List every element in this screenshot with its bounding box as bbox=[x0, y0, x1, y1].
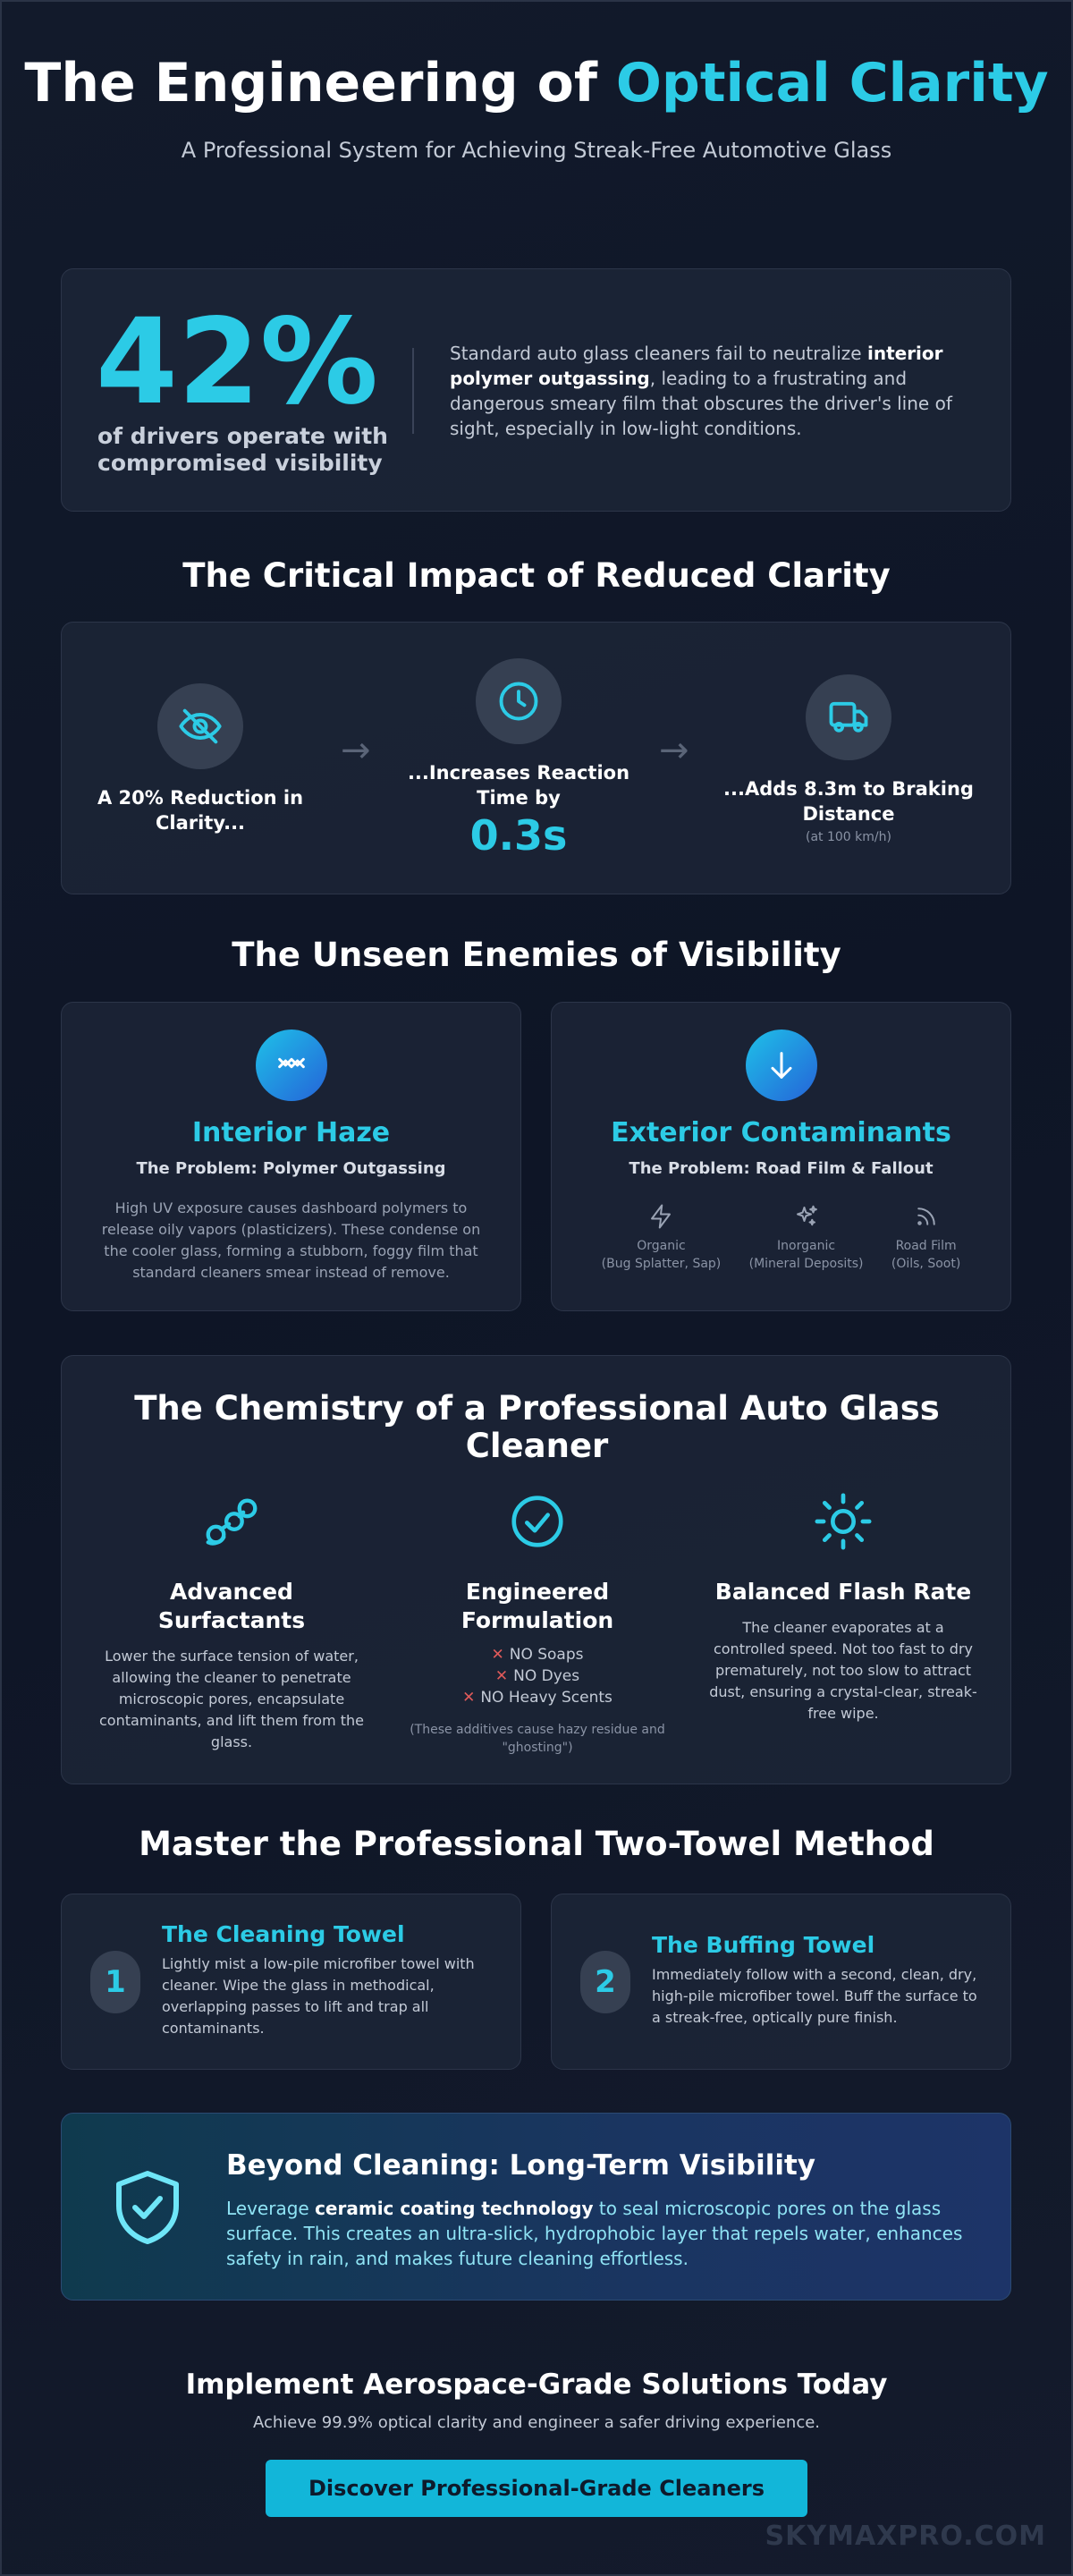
impact-section-title: The Critical Impact of Reduced Clarity bbox=[182, 556, 891, 595]
impact-step-reaction: ...Increases Reaction Time by 0.3s bbox=[402, 658, 635, 860]
exclusion-label: NO Soaps bbox=[509, 1646, 584, 1664]
contaminant-name: Organic bbox=[637, 1239, 686, 1253]
stat-description: Standard auto glass cleaners fail to neu… bbox=[450, 341, 977, 441]
cleaning-towel-card: 1 The Cleaning Towel Lightly mist a low-… bbox=[61, 1894, 521, 2070]
impact-step-clarity: A 20% Reduction in Clarity... bbox=[89, 683, 312, 835]
contaminant-inorganic: Inorganic (Mineral Deposits) bbox=[749, 1203, 864, 1273]
stat-number: 42% bbox=[96, 293, 378, 431]
exterior-contaminants-title: Exterior Contaminants bbox=[611, 1117, 951, 1148]
stat-divider bbox=[412, 348, 414, 434]
bolt-icon bbox=[651, 1204, 672, 1229]
interior-haze-description: High UV exposure causes dashboard polyme… bbox=[101, 1199, 481, 1281]
surfactants-title: Advanced Surfactants bbox=[157, 1579, 306, 1633]
ceramic-text-after: to seal microscopic pores on the glass s… bbox=[226, 2198, 963, 2269]
cleaning-towel-title: The Cleaning Towel bbox=[162, 1921, 405, 1947]
truck-icon bbox=[806, 674, 891, 760]
interior-haze-subtitle: The Problem: Polymer Outgassing bbox=[136, 1159, 446, 1178]
impact-card: A 20% Reduction in Clarity... → ...Incre… bbox=[61, 622, 1011, 894]
cleaning-towel-text: Lightly mist a low-pile microfiber towel… bbox=[162, 1955, 475, 2037]
arrow-down-icon bbox=[745, 1030, 817, 1101]
sun-icon bbox=[815, 1493, 872, 1550]
stat-card: 42% of drivers operate with compromised … bbox=[61, 268, 1011, 512]
molecule-icon bbox=[206, 1498, 258, 1546]
enemies-section-title: The Unseen Enemies of Visibility bbox=[232, 936, 841, 974]
formulation-column: Engineered Formulation ✕ NO Soaps ✕ NO Dye… bbox=[403, 1490, 672, 1757]
ceramic-coating-card: Beyond Cleaning: Long-Term Visibility Le… bbox=[61, 2113, 1011, 2301]
x-icon: ✕ bbox=[491, 1646, 504, 1664]
flash-rate-column: Balanced Flash Rate The cleaner evaporat… bbox=[709, 1490, 977, 1724]
ceramic-text-before: Leverage bbox=[226, 2198, 316, 2219]
surfactants-text: Lower the surface tension of water, allo… bbox=[99, 1648, 364, 1750]
contaminant-name: Inorganic bbox=[777, 1239, 836, 1253]
method-section-title: Master the Professional Two-Towel Method bbox=[139, 1825, 934, 1863]
arrow-icon: → bbox=[341, 730, 371, 771]
sparkles-icon bbox=[796, 1205, 817, 1226]
check-circle-icon bbox=[511, 1496, 563, 1547]
buffing-towel-card: 2 The Buffing Towel Immediately follow w… bbox=[551, 1894, 1011, 2070]
buffing-towel-title: The Buffing Towel bbox=[652, 1932, 875, 1958]
impact-step-value: 0.3s bbox=[469, 811, 568, 860]
cta-title: Implement Aerospace-Grade Solutions Toda… bbox=[185, 2368, 888, 2401]
step-number: 1 bbox=[90, 1951, 140, 2013]
buffing-towel-text: Immediately follow with a second, clean,… bbox=[652, 1966, 977, 2026]
interior-haze-card: Interior Haze The Problem: Polymer Outga… bbox=[61, 1002, 521, 1311]
title-main: The Engineering of bbox=[24, 52, 616, 114]
discover-cleaners-button[interactable]: Discover Professional-Grade Cleaners bbox=[266, 2460, 807, 2517]
exclusion-label: NO Dyes bbox=[513, 1667, 580, 1685]
exterior-contaminants-subtitle: The Problem: Road Film & Fallout bbox=[629, 1159, 934, 1178]
impact-step-note: (at 100 km/h) bbox=[806, 830, 891, 844]
ceramic-text: Leverage ceramic coating technology to s… bbox=[226, 2196, 977, 2271]
step-number: 2 bbox=[580, 1951, 630, 2013]
surfactants-column: Advanced Surfactants Lower the surface t… bbox=[97, 1490, 366, 1753]
arrow-icon: → bbox=[659, 730, 689, 771]
eye-off-icon bbox=[157, 683, 243, 769]
flash-rate-title: Balanced Flash Rate bbox=[714, 1579, 972, 1605]
formulation-note: (These additives cause hazy residue and … bbox=[410, 1723, 665, 1755]
cta-subtitle: Achieve 99.9% optical clarity and engine… bbox=[252, 2413, 821, 2432]
contaminant-name: Road Film bbox=[895, 1239, 957, 1253]
watermark: SKYMAXPRO.COM bbox=[765, 2521, 1046, 2552]
stat-text-after: , leading to a frustrating and dangerous… bbox=[450, 368, 952, 439]
interior-haze-title: Interior Haze bbox=[191, 1117, 391, 1148]
shield-check-icon bbox=[116, 2171, 179, 2244]
contaminant-organic: Organic (Bug Splatter, Sap) bbox=[601, 1203, 722, 1273]
page-subtitle: A Professional System for Achieving Stre… bbox=[181, 138, 892, 163]
impact-step-braking: ...Adds 8.3m to Braking Distance (at 100… bbox=[714, 674, 983, 844]
exterior-contaminants-card: Exterior Contaminants The Problem: Road … bbox=[551, 1002, 1011, 1311]
clock-icon bbox=[476, 658, 562, 744]
title-accent: Optical Clarity bbox=[615, 52, 1049, 114]
impact-step-label: ...Increases Reaction Time by bbox=[407, 762, 630, 809]
flash-rate-text: The cleaner evaporates at a controlled s… bbox=[709, 1619, 977, 1722]
contaminant-detail: (Oils, Soot) bbox=[891, 1257, 961, 1271]
hero-header: The Engineering of Optical Clarity A Pro… bbox=[0, 54, 1073, 163]
ceramic-title: Beyond Cleaning: Long-Term Visibility bbox=[226, 2149, 815, 2182]
rss-icon bbox=[917, 1208, 935, 1225]
formulation-exclusions: ✕ NO Soaps ✕ NO Dyes ✕ NO Heavy Scents bbox=[403, 1644, 672, 1708]
page-title: The Engineering of Optical Clarity bbox=[0, 54, 1073, 113]
exclusion-label: NO Heavy Scents bbox=[480, 1689, 613, 1707]
x-icon: ✕ bbox=[494, 1667, 509, 1685]
exclusion-item: ✕ NO Dyes bbox=[403, 1665, 672, 1687]
impact-step-label: ...Adds 8.3m to Braking Distance bbox=[723, 778, 974, 825]
ceramic-text-bold: ceramic coating technology bbox=[315, 2198, 594, 2219]
x-icon: ✕ bbox=[462, 1689, 476, 1707]
impact-step-label: A 20% Reduction in Clarity... bbox=[97, 787, 304, 834]
formulation-title: Engineered Formulation bbox=[460, 1579, 614, 1633]
exclusion-item: ✕ NO Heavy Scents bbox=[403, 1687, 672, 1708]
contaminant-detail: (Bug Splatter, Sap) bbox=[601, 1257, 722, 1271]
stat-text-before: Standard auto glass cleaners fail to neu… bbox=[450, 343, 867, 364]
contaminant-road-film: Road Film (Oils, Soot) bbox=[891, 1203, 960, 1273]
chemistry-card: The Chemistry of a Professional Auto Gla… bbox=[61, 1355, 1011, 1784]
contaminant-list: Organic (Bug Splatter, Sap) Inorganic (M… bbox=[587, 1203, 975, 1273]
chemistry-title: The Chemistry of a Professional Auto Gla… bbox=[134, 1389, 940, 1465]
stat-text-bold: interior polymer outgassing bbox=[450, 343, 943, 389]
exclusion-item: ✕ NO Soaps bbox=[403, 1644, 672, 1665]
haze-icon bbox=[255, 1030, 327, 1101]
contaminant-detail: (Mineral Deposits) bbox=[748, 1257, 864, 1271]
stat-label: of drivers operate with compromised visi… bbox=[97, 423, 388, 476]
